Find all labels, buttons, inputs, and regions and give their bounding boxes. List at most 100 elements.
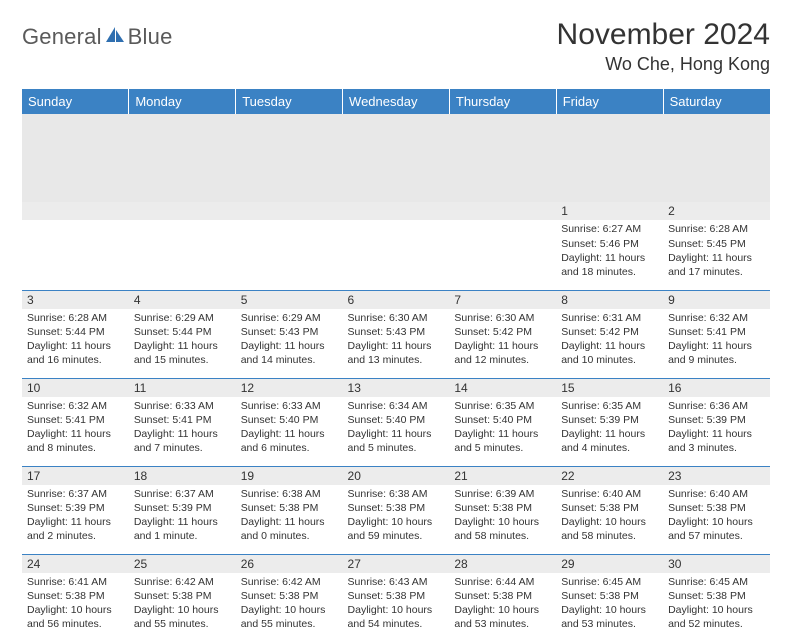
day-number: 20 — [343, 467, 450, 485]
sunset-line: Sunset: 5:38 PM — [454, 501, 551, 515]
sunset-line: Sunset: 5:43 PM — [348, 325, 445, 339]
sunrise-line: Sunrise: 6:27 AM — [561, 222, 658, 236]
day-content: Sunrise: 6:37 AMSunset: 5:39 PMDaylight:… — [22, 485, 129, 548]
day-number: 10 — [22, 379, 129, 397]
sunrise-line: Sunrise: 6:39 AM — [454, 487, 551, 501]
title-block: November 2024 Wo Che, Hong Kong — [557, 18, 770, 75]
day-content: Sunrise: 6:37 AMSunset: 5:39 PMDaylight:… — [129, 485, 236, 548]
calendar-week-row: 17Sunrise: 6:37 AMSunset: 5:39 PMDayligh… — [22, 466, 770, 554]
sunrise-line: Sunrise: 6:33 AM — [241, 399, 338, 413]
sunset-line: Sunset: 5:38 PM — [134, 589, 231, 603]
calendar-day-cell: 28 Sunrise: 6:44 AMSunset: 5:38 PMDayligh… — [449, 554, 556, 642]
calendar-table: SundayMondayTuesdayWednesdayThursdayFrid… — [22, 89, 770, 642]
weekday-header: Saturday — [663, 89, 770, 114]
day-number: 17 — [22, 467, 129, 485]
calendar-day-cell: 18Sunrise: 6:37 AMSunset: 5:39 PMDayligh… — [129, 466, 236, 554]
calendar-day-cell: 11Sunrise: 6:33 AMSunset: 5:41 PMDayligh… — [129, 378, 236, 466]
sunrise-line: Sunrise: 6:42 AM — [241, 575, 338, 589]
sunset-line: Sunset: 5:40 PM — [348, 413, 445, 427]
sunrise-line: Sunrise: 6:45 AM — [668, 575, 765, 589]
sunset-line: Sunset: 5:38 PM — [668, 589, 765, 603]
daylight-line: Daylight: 10 hours and 52 minutes. — [668, 603, 765, 631]
calendar-day-cell — [22, 202, 129, 290]
calendar-week-row: 3Sunrise: 6:28 AMSunset: 5:44 PMDaylight… — [22, 290, 770, 378]
calendar-day-cell — [449, 202, 556, 290]
sunrise-line: Sunrise: 6:42 AM — [134, 575, 231, 589]
calendar-header-row: SundayMondayTuesdayWednesdayThursdayFrid… — [22, 89, 770, 114]
sunset-line: Sunset: 5:38 PM — [241, 589, 338, 603]
sunset-line: Sunset: 5:38 PM — [27, 589, 124, 603]
sunset-line: Sunset: 5:42 PM — [454, 325, 551, 339]
day-number — [449, 202, 556, 220]
day-number: 4 — [129, 291, 236, 309]
day-content: Sunrise: 6:33 AMSunset: 5:41 PMDaylight:… — [129, 397, 236, 460]
weekday-header: Wednesday — [343, 89, 450, 114]
sunset-line: Sunset: 5:41 PM — [134, 413, 231, 427]
day-number: 3 — [22, 291, 129, 309]
daylight-line: Daylight: 11 hours and 2 minutes. — [27, 515, 124, 543]
daylight-line: Daylight: 11 hours and 10 minutes. — [561, 339, 658, 367]
day-content: Sunrise: 6:36 AMSunset: 5:39 PMDaylight:… — [663, 397, 770, 460]
daylight-line: Daylight: 10 hours and 55 minutes. — [134, 603, 231, 631]
day-number: 23 — [663, 467, 770, 485]
sunset-line: Sunset: 5:38 PM — [561, 589, 658, 603]
day-content: Sunrise: 6:27 AMSunset: 5:46 PMDaylight:… — [556, 220, 663, 283]
calendar-day-cell: 23Sunrise: 6:40 AMSunset: 5:38 PMDayligh… — [663, 466, 770, 554]
day-number: 26 — [236, 555, 343, 573]
sunset-line: Sunset: 5:41 PM — [27, 413, 124, 427]
calendar-day-cell: 19Sunrise: 6:38 AMSunset: 5:38 PMDayligh… — [236, 466, 343, 554]
sunrise-line: Sunrise: 6:44 AM — [454, 575, 551, 589]
daylight-line: Daylight: 11 hours and 16 minutes. — [27, 339, 124, 367]
day-content: Sunrise: 6:28 AMSunset: 5:45 PMDaylight:… — [663, 220, 770, 283]
daylight-line: Daylight: 11 hours and 7 minutes. — [134, 427, 231, 455]
daylight-line: Daylight: 10 hours and 55 minutes. — [241, 603, 338, 631]
sunrise-line: Sunrise: 6:32 AM — [27, 399, 124, 413]
day-number — [129, 202, 236, 220]
calendar-day-cell: 24Sunrise: 6:41 AMSunset: 5:38 PMDayligh… — [22, 554, 129, 642]
weekday-header: Thursday — [449, 89, 556, 114]
daylight-line: Daylight: 11 hours and 6 minutes. — [241, 427, 338, 455]
daylight-line: Daylight: 11 hours and 1 minute. — [134, 515, 231, 543]
header: General Blue November 2024 Wo Che, Hong … — [22, 18, 770, 75]
spacer-cell — [22, 114, 770, 202]
day-number: 14 — [449, 379, 556, 397]
day-content — [343, 220, 450, 226]
sunrise-line: Sunrise: 6:37 AM — [27, 487, 124, 501]
day-content: Sunrise: 6:42 AMSunset: 5:38 PMDaylight:… — [129, 573, 236, 636]
sunrise-line: Sunrise: 6:45 AM — [561, 575, 658, 589]
calendar-week-row: 10Sunrise: 6:32 AMSunset: 5:41 PMDayligh… — [22, 378, 770, 466]
calendar-day-cell — [236, 202, 343, 290]
daylight-line: Daylight: 10 hours and 54 minutes. — [348, 603, 445, 631]
weekday-header: Monday — [129, 89, 236, 114]
sunset-line: Sunset: 5:39 PM — [27, 501, 124, 515]
sunset-line: Sunset: 5:38 PM — [348, 589, 445, 603]
sunset-line: Sunset: 5:43 PM — [241, 325, 338, 339]
daylight-line: Daylight: 10 hours and 56 minutes. — [27, 603, 124, 631]
sunset-line: Sunset: 5:40 PM — [454, 413, 551, 427]
sunrise-line: Sunrise: 6:43 AM — [348, 575, 445, 589]
calendar-day-cell: 3Sunrise: 6:28 AMSunset: 5:44 PMDaylight… — [22, 290, 129, 378]
daylight-line: Daylight: 10 hours and 53 minutes. — [454, 603, 551, 631]
calendar-week-row: 1Sunrise: 6:27 AMSunset: 5:46 PMDaylight… — [22, 202, 770, 290]
day-content: Sunrise: 6:35 AMSunset: 5:39 PMDaylight:… — [556, 397, 663, 460]
day-content: Sunrise: 6:30 AMSunset: 5:42 PMDaylight:… — [449, 309, 556, 372]
daylight-line: Daylight: 11 hours and 8 minutes. — [27, 427, 124, 455]
day-number: 28 — [449, 555, 556, 573]
day-number: 24 — [22, 555, 129, 573]
day-number: 29 — [556, 555, 663, 573]
calendar-day-cell: 22Sunrise: 6:40 AMSunset: 5:38 PMDayligh… — [556, 466, 663, 554]
daylight-line: Daylight: 11 hours and 17 minutes. — [668, 251, 765, 279]
calendar-day-cell: 26Sunrise: 6:42 AMSunset: 5:38 PMDayligh… — [236, 554, 343, 642]
sunset-line: Sunset: 5:38 PM — [454, 589, 551, 603]
day-number: 5 — [236, 291, 343, 309]
day-number: 8 — [556, 291, 663, 309]
daylight-line: Daylight: 11 hours and 5 minutes. — [348, 427, 445, 455]
day-content: Sunrise: 6:42 AMSunset: 5:38 PMDaylight:… — [236, 573, 343, 636]
day-content: Sunrise: 6:45 AMSunset: 5:38 PMDaylight:… — [556, 573, 663, 636]
day-number: 2 — [663, 202, 770, 220]
day-number: 11 — [129, 379, 236, 397]
sunrise-line: Sunrise: 6:38 AM — [348, 487, 445, 501]
daylight-line: Daylight: 11 hours and 4 minutes. — [561, 427, 658, 455]
day-number: 9 — [663, 291, 770, 309]
calendar-day-cell: 14Sunrise: 6:35 AMSunset: 5:40 PMDayligh… — [449, 378, 556, 466]
